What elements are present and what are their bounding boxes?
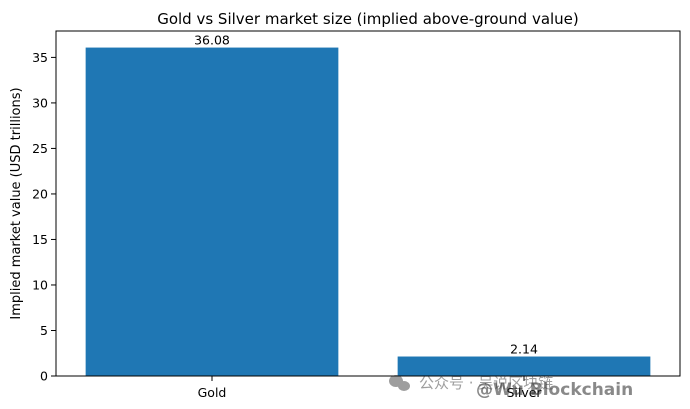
y-tick-label: 25 — [32, 141, 48, 156]
y-axis-ticks: 0 5 10 15 20 25 30 35 — [32, 50, 56, 384]
data-labels-group: 36.08 2.14 — [194, 33, 538, 357]
y-tick-label: 15 — [32, 232, 48, 247]
bar-gold — [85, 47, 339, 376]
plot-frame — [55, 30, 681, 377]
watermark-en: @Wu Blockchain — [476, 380, 633, 400]
bars-group — [85, 47, 651, 376]
x-tick-label: Gold — [198, 385, 227, 400]
y-tick-label: 0 — [40, 369, 48, 384]
watermark-cn: 公众号 · 吴说区块链 — [419, 374, 553, 392]
wechat-icon — [389, 375, 410, 391]
y-tick-label: 5 — [40, 323, 48, 338]
data-label-silver: 2.14 — [510, 342, 538, 357]
y-tick-label: 10 — [32, 277, 48, 292]
chart-title: Gold vs Silver market size (implied abov… — [157, 10, 579, 28]
y-tick-label: 35 — [32, 50, 48, 65]
y-axis-label: Implied market value (USD trillions) — [9, 87, 24, 319]
x-axis-ticks: Gold Silver — [198, 376, 542, 400]
bar-silver — [397, 356, 651, 376]
data-label-gold: 36.08 — [194, 33, 230, 48]
y-tick-label: 20 — [32, 186, 48, 201]
x-tick-label: Silver — [506, 385, 542, 400]
watermark: 公众号 · 吴说区块链 @Wu Blockchain — [389, 374, 633, 400]
y-tick-label: 30 — [32, 95, 48, 110]
